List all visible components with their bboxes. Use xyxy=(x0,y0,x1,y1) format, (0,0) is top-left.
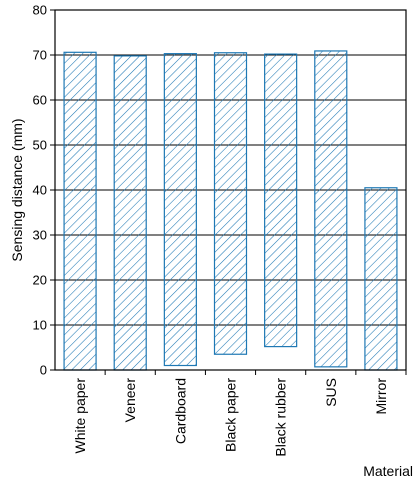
bar-black-paper xyxy=(213,52,248,355)
x-category-label: Black paper xyxy=(223,378,239,452)
y-axis-title: Sensing distance (mm) xyxy=(9,118,25,261)
y-tick-label: 80 xyxy=(33,3,47,18)
y-tick-label: 10 xyxy=(33,318,47,333)
bar-mirror xyxy=(364,187,398,371)
y-tick-label: 70 xyxy=(33,48,47,63)
y-tick-labels: 0 10 20 30 40 50 60 70 80 xyxy=(33,3,55,378)
x-category-label: Veneer xyxy=(122,378,138,423)
x-category-label: Mirror xyxy=(373,378,389,415)
bar-black-rubber xyxy=(264,53,298,348)
x-category-label: Cardboard xyxy=(172,378,188,444)
bar-white-paper xyxy=(63,51,97,371)
y-tick-label: 20 xyxy=(33,273,47,288)
x-category-label: White paper xyxy=(72,378,88,454)
x-category-label: Black rubber xyxy=(273,378,289,457)
x-axis-title: Material xyxy=(363,463,413,479)
y-tick-label: 0 xyxy=(40,363,47,378)
x-category-labels: White paper Veneer Cardboard Black paper Bla… xyxy=(72,370,407,457)
bars xyxy=(63,50,398,371)
y-tick-label: 40 xyxy=(33,183,47,198)
bar-cardboard xyxy=(163,53,197,367)
y-tick-label: 60 xyxy=(33,93,47,108)
bar-sus xyxy=(314,50,348,368)
plot-frame xyxy=(54,9,407,371)
bar-veneer xyxy=(113,55,147,371)
x-category-label: SUS xyxy=(323,378,339,407)
y-tick-label: 50 xyxy=(33,138,47,153)
y-tick-label: 30 xyxy=(33,228,47,243)
